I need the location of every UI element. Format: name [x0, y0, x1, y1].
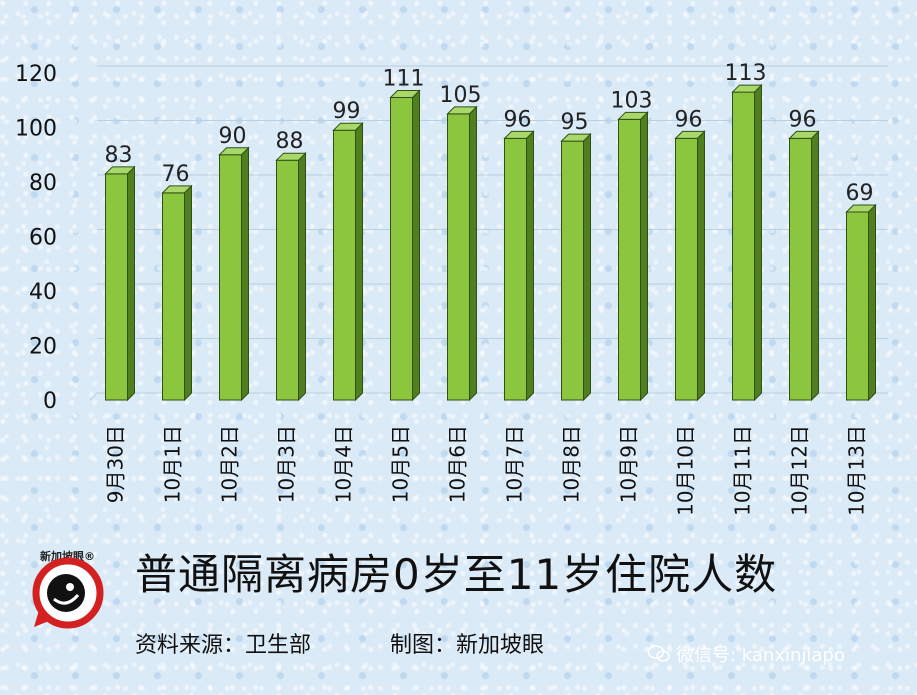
bar-top: [617, 111, 649, 120]
data-label: 99: [333, 99, 361, 124]
bar-top: [389, 90, 421, 99]
x-tick-label: 10月1日: [161, 425, 185, 503]
bar-side: [241, 146, 249, 402]
data-label: 103: [611, 88, 653, 113]
bar: [390, 97, 413, 401]
bar-top: [161, 185, 193, 194]
wechat-id: 微信号: kanxinjiapo: [648, 641, 845, 667]
bar: [333, 129, 356, 401]
bar: [105, 173, 128, 401]
bar-side: [640, 111, 648, 402]
bar-side: [469, 105, 477, 402]
bar-side: [355, 122, 363, 402]
bar-top: [845, 204, 877, 213]
bar-top: [275, 152, 307, 161]
logo-text: 新加坡眼®: [40, 550, 95, 563]
y-tick-label: 120: [15, 62, 57, 87]
bar: [219, 154, 242, 401]
bar-side: [127, 165, 135, 402]
data-label: 96: [789, 107, 817, 132]
y-tick-label: 60: [29, 226, 57, 251]
data-label: 83: [105, 143, 133, 168]
bar: [732, 91, 755, 401]
bar-chart: 0 20 40 60 80 100 120 83 9月30日 76 10月1日 90 10月2日 88 10…: [15, 61, 888, 516]
y-tick-label: 20: [29, 335, 57, 360]
bar: [846, 211, 869, 401]
bar: [162, 192, 185, 401]
bar-side: [868, 203, 876, 402]
chart-credit: 制图：新加坡眼: [390, 633, 545, 658]
x-tick-label: 10月2日: [218, 425, 242, 503]
data-label: 76: [162, 162, 190, 187]
x-tick-label: 10月3日: [275, 425, 299, 503]
bar: [447, 113, 470, 401]
data-label: 69: [846, 181, 874, 206]
x-tick-label: 10月11日: [731, 425, 755, 516]
bar-side: [526, 130, 534, 402]
y-tick-label: 40: [29, 280, 57, 305]
wechat-icon: [648, 645, 670, 662]
data-label: 96: [675, 107, 703, 132]
chart-title: 普通隔离病房0岁至11岁住院人数: [135, 550, 778, 599]
y-tick-label: 100: [15, 117, 57, 142]
bar-top: [218, 147, 250, 156]
bar-side: [754, 83, 762, 402]
bar-side: [697, 130, 705, 402]
x-tick-label: 10月12日: [788, 425, 812, 516]
bar-side: [184, 184, 192, 402]
bar-top: [788, 130, 820, 139]
bar-top: [731, 84, 763, 93]
bar-side: [811, 130, 819, 402]
data-source: 资料来源：卫生部: [135, 633, 312, 658]
bar: [675, 137, 698, 401]
bar: [276, 159, 299, 401]
brand-logo-icon: [32, 557, 104, 629]
y-tick-label: 80: [29, 171, 57, 196]
y-tick-label: 0: [43, 389, 57, 414]
data-label: 95: [561, 110, 589, 135]
bar-top: [332, 122, 364, 131]
data-label: 96: [504, 107, 532, 132]
x-tick-label: 10月8日: [560, 425, 584, 503]
bar-top: [560, 133, 592, 142]
x-tick-label: 10月5日: [389, 425, 413, 503]
x-tick-label: 10月7日: [503, 425, 527, 503]
bar-side: [412, 89, 420, 402]
x-tick-label: 10月6日: [446, 425, 470, 503]
floor-edge: [89, 392, 98, 401]
bar-top: [674, 130, 706, 139]
bar: [504, 137, 527, 401]
bar: [618, 118, 641, 401]
bar: [561, 140, 584, 401]
bar-top: [104, 166, 136, 175]
bar: [789, 137, 812, 401]
x-tick-label: 10月13日: [845, 425, 869, 516]
x-tick-label: 10月9日: [617, 425, 641, 503]
bar-side: [298, 151, 306, 402]
data-label: 105: [440, 83, 482, 108]
data-label: 111: [383, 67, 425, 92]
bar-top: [503, 130, 535, 139]
data-label: 113: [725, 61, 767, 86]
bar-top: [446, 106, 478, 115]
bar-side: [583, 132, 591, 402]
x-tick-label: 10月10日: [674, 425, 698, 516]
wechat-id-text: 微信号: kanxinjiapo: [676, 645, 845, 666]
x-tick-label: 10月4日: [332, 425, 356, 503]
x-tick-label: 9月30日: [104, 425, 128, 503]
data-label: 90: [219, 124, 247, 149]
data-label: 88: [276, 129, 304, 154]
